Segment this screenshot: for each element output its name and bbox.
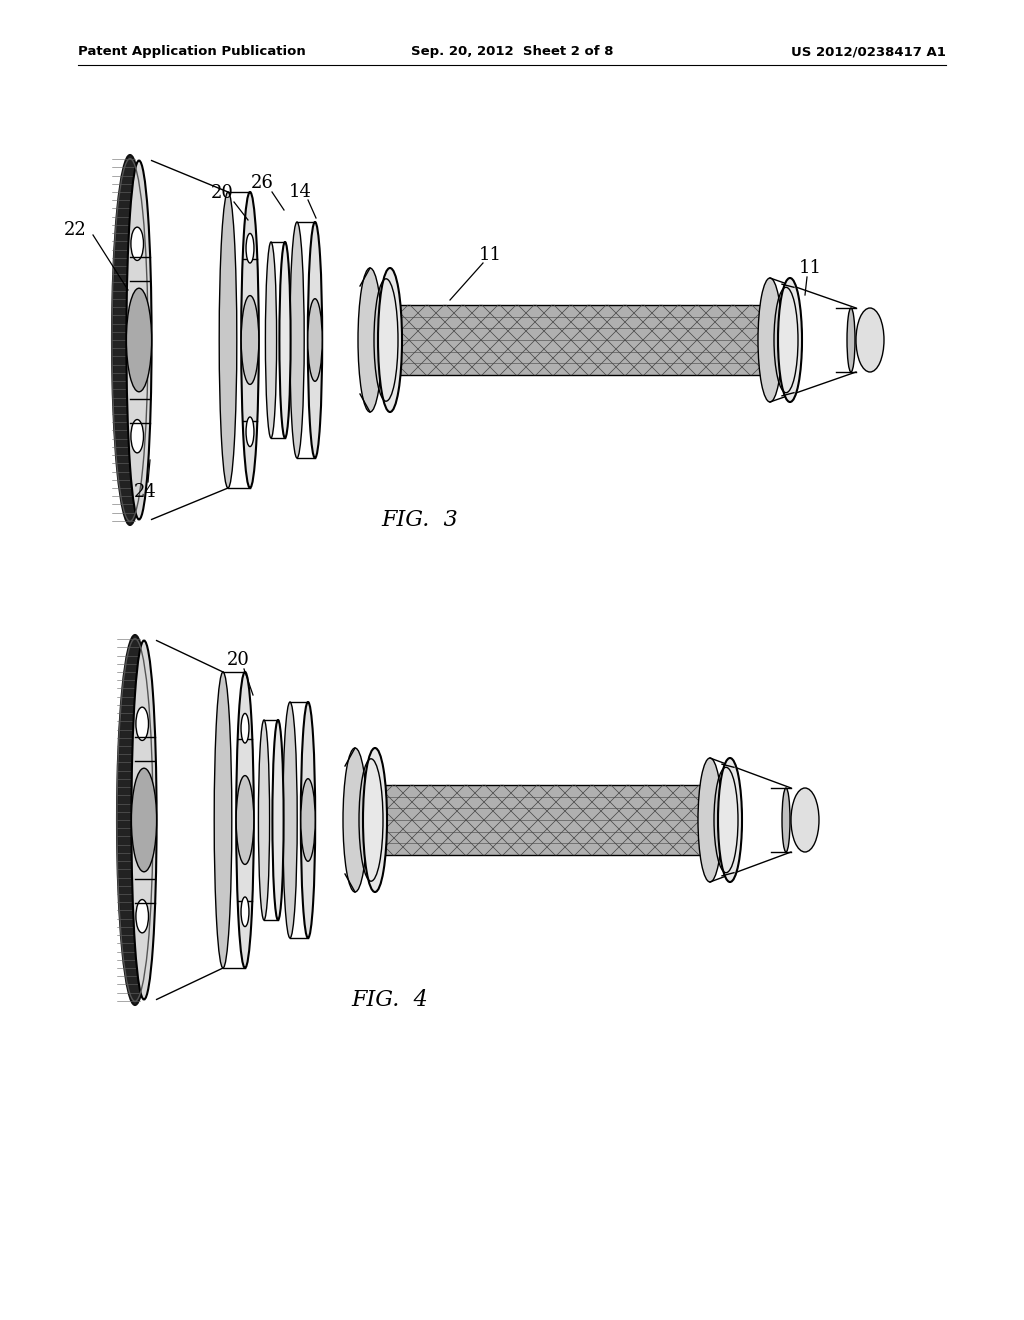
Ellipse shape [343,748,367,892]
Text: 20: 20 [211,183,233,202]
Ellipse shape [242,296,259,384]
Ellipse shape [131,227,143,260]
Ellipse shape [856,308,884,372]
Ellipse shape [136,708,148,741]
Text: 11: 11 [799,259,821,277]
Ellipse shape [301,702,315,939]
Ellipse shape [718,758,742,882]
Ellipse shape [301,779,315,862]
Ellipse shape [131,640,157,999]
FancyBboxPatch shape [390,305,790,375]
Text: 24: 24 [133,483,157,502]
Ellipse shape [246,234,254,263]
Ellipse shape [782,788,790,851]
Ellipse shape [280,242,291,438]
Text: Patent Application Publication: Patent Application Publication [78,45,306,58]
Ellipse shape [126,161,152,520]
Text: 14: 14 [289,183,311,201]
Ellipse shape [242,191,259,488]
Ellipse shape [378,305,402,375]
Ellipse shape [362,785,387,855]
Ellipse shape [718,785,742,855]
Ellipse shape [778,305,802,375]
Text: 22: 22 [63,220,86,239]
Ellipse shape [283,702,297,939]
Ellipse shape [219,191,237,488]
Ellipse shape [131,768,157,871]
Ellipse shape [246,417,254,446]
Ellipse shape [117,635,153,1005]
Ellipse shape [847,308,855,372]
Text: 26: 26 [251,174,273,191]
Ellipse shape [241,898,249,927]
Ellipse shape [362,748,387,892]
Text: 20: 20 [226,651,250,669]
Text: Sep. 20, 2012  Sheet 2 of 8: Sep. 20, 2012 Sheet 2 of 8 [411,45,613,58]
FancyBboxPatch shape [375,785,730,855]
Text: US 2012/0238417 A1: US 2012/0238417 A1 [792,45,946,58]
Ellipse shape [778,279,802,403]
Ellipse shape [112,154,148,525]
Ellipse shape [378,268,402,412]
Text: FIG.  4: FIG. 4 [351,989,428,1011]
Ellipse shape [272,719,284,920]
Ellipse shape [126,288,152,392]
Ellipse shape [237,672,254,968]
Text: 11: 11 [478,246,502,264]
Ellipse shape [214,672,231,968]
Ellipse shape [136,899,148,933]
Ellipse shape [290,222,304,458]
Ellipse shape [698,758,722,882]
Ellipse shape [758,279,782,403]
Ellipse shape [131,420,143,453]
Text: FIG.  3: FIG. 3 [382,510,459,531]
Ellipse shape [265,242,276,438]
Ellipse shape [358,268,382,412]
Ellipse shape [308,298,323,381]
Ellipse shape [241,713,249,743]
Ellipse shape [237,776,254,865]
Ellipse shape [258,719,269,920]
Ellipse shape [791,788,819,851]
Ellipse shape [308,222,323,458]
